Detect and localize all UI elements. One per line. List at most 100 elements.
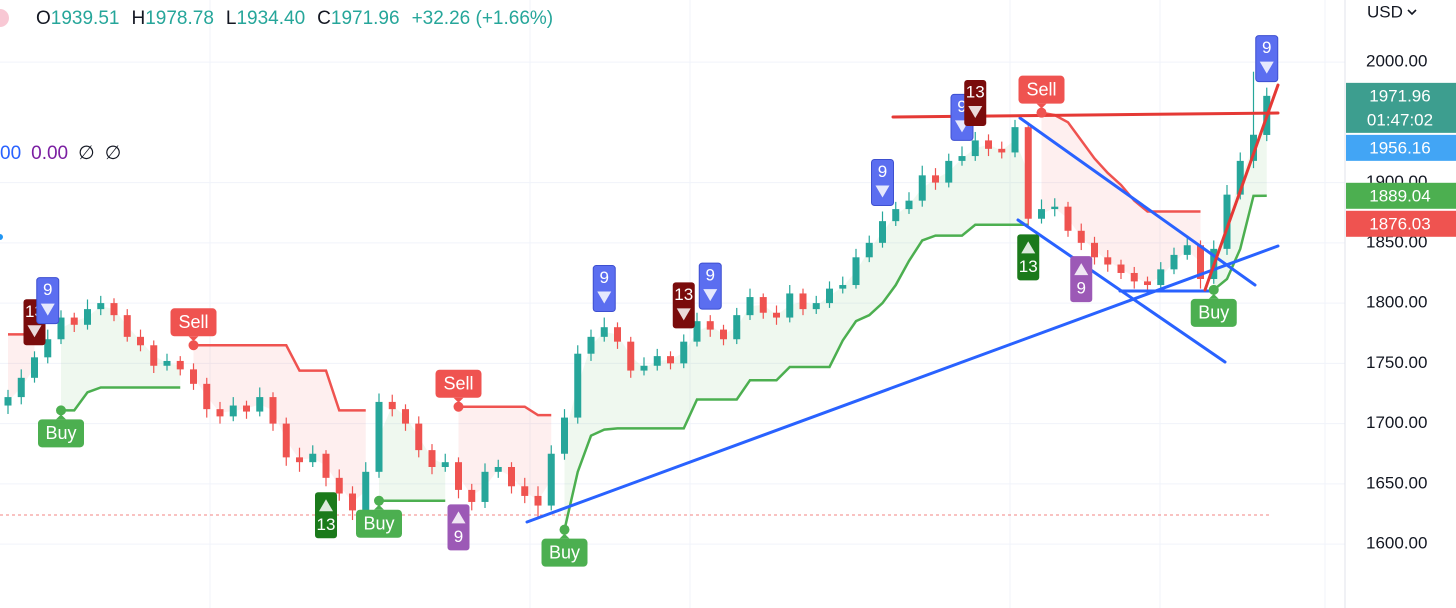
signal-dot [374,495,384,506]
candle-body [1104,257,1112,265]
candle-body [335,477,343,494]
candle-body [362,471,370,511]
price-tag [1346,82,1456,133]
candle-body [918,175,926,201]
candle-body [614,327,621,342]
indicator-value: 00 [0,143,22,164]
candle-body [733,315,741,340]
count-marker [315,492,337,539]
signal-label-bg [435,369,482,398]
candle-body [826,288,833,304]
candle-body [786,293,794,318]
candle-body [865,242,873,258]
candle-body [296,457,303,463]
currency[interactable]: USD [1367,2,1403,21]
candle-body [693,321,701,342]
grid [0,0,1345,608]
count-arrow [597,291,612,304]
count-label: 9 [878,162,887,181]
candle-body [216,409,224,417]
count-arrow [27,325,42,338]
y-tick-label: 1700.00 [1366,413,1427,432]
candle-body [84,309,91,325]
signal-label: Sell [443,373,473,393]
candle-body [243,405,250,412]
count-marker [592,265,616,313]
candle-body [1223,194,1231,249]
indicator-dot [0,234,3,240]
legend-value: 1978.78 [145,8,214,29]
candle-body [322,453,330,478]
supertrend-lines [8,111,1267,530]
signal-label-bg [170,308,217,337]
trend-line [1203,83,1280,292]
candle-body [375,401,383,472]
candle-body [349,493,356,511]
y-tick-label: 1600.00 [1366,534,1427,553]
candle-body [600,327,608,337]
count-label: 9 [957,97,966,116]
symbol-dot [0,9,9,27]
indicator-values: 00 0.00 ∅ ∅ [0,142,131,165]
candle-body [415,423,423,451]
signals: BuySellBuySellBuySellBuy1391399139991313… [23,35,1279,567]
candle-body [1038,209,1045,219]
signal-dot [188,340,199,351]
count-marker [1255,35,1279,83]
candle-body [309,453,317,463]
drawings [525,83,1280,524]
count-label: 13 [966,82,985,101]
currency-chevron[interactable] [1407,9,1417,16]
candle-body [985,140,992,149]
count-label: 13 [674,285,693,304]
signal-label-bg [38,419,84,448]
count-arrow [676,308,691,321]
candle-body [17,377,25,398]
candle-body [521,486,529,496]
signal-pointer [374,504,384,510]
count-label: 13 [317,515,336,534]
legend-key: C [317,8,331,29]
candle-body [892,209,900,222]
trend-fill [61,306,181,411]
legend-key: H [131,8,146,29]
signal-dot [1208,284,1219,295]
candle-body [70,317,78,325]
candle-body [839,285,847,289]
y-tick-label: 2000.00 [1366,52,1427,71]
price-axis: USD 1600.00 1650.00 1700.00 1750.00 1800.00 1… [1344,0,1456,608]
candle-body [971,140,979,157]
signal-dot [453,401,464,412]
indicator-value: ∅ [104,143,122,164]
candle-body [1117,264,1125,273]
price-tag-label: 1956.16 [1369,138,1430,157]
supertrend-up [61,194,1267,530]
indicator-value: ∅ [78,143,95,164]
candle-body [653,356,661,366]
price-tag-label: 1876.03 [1369,214,1430,233]
candle-body [720,329,727,340]
candle-body [441,462,449,467]
trend-fill [564,139,1029,530]
candle-body [627,341,635,371]
candle-body [428,450,436,467]
legend-value: 1971.96 [330,8,400,29]
signal-label-bg [1018,75,1065,104]
candle-body [945,160,953,183]
trend-fill [1041,112,1201,284]
count-arrow [451,511,466,524]
count-arrow [319,499,333,512]
candle-body [1091,242,1098,258]
candle-body [190,369,197,384]
price-tag-countdown: 01:47:02 [1367,110,1433,129]
candle-body [137,336,144,346]
signal-label-bg [1190,298,1237,327]
count-marker [1017,234,1040,281]
candle-body [1064,206,1072,231]
signal-pointer [56,414,66,420]
legend-key: L [225,8,237,29]
candle-body [799,293,807,310]
signal-label: Sell [1026,79,1056,99]
candle-body [640,365,648,371]
